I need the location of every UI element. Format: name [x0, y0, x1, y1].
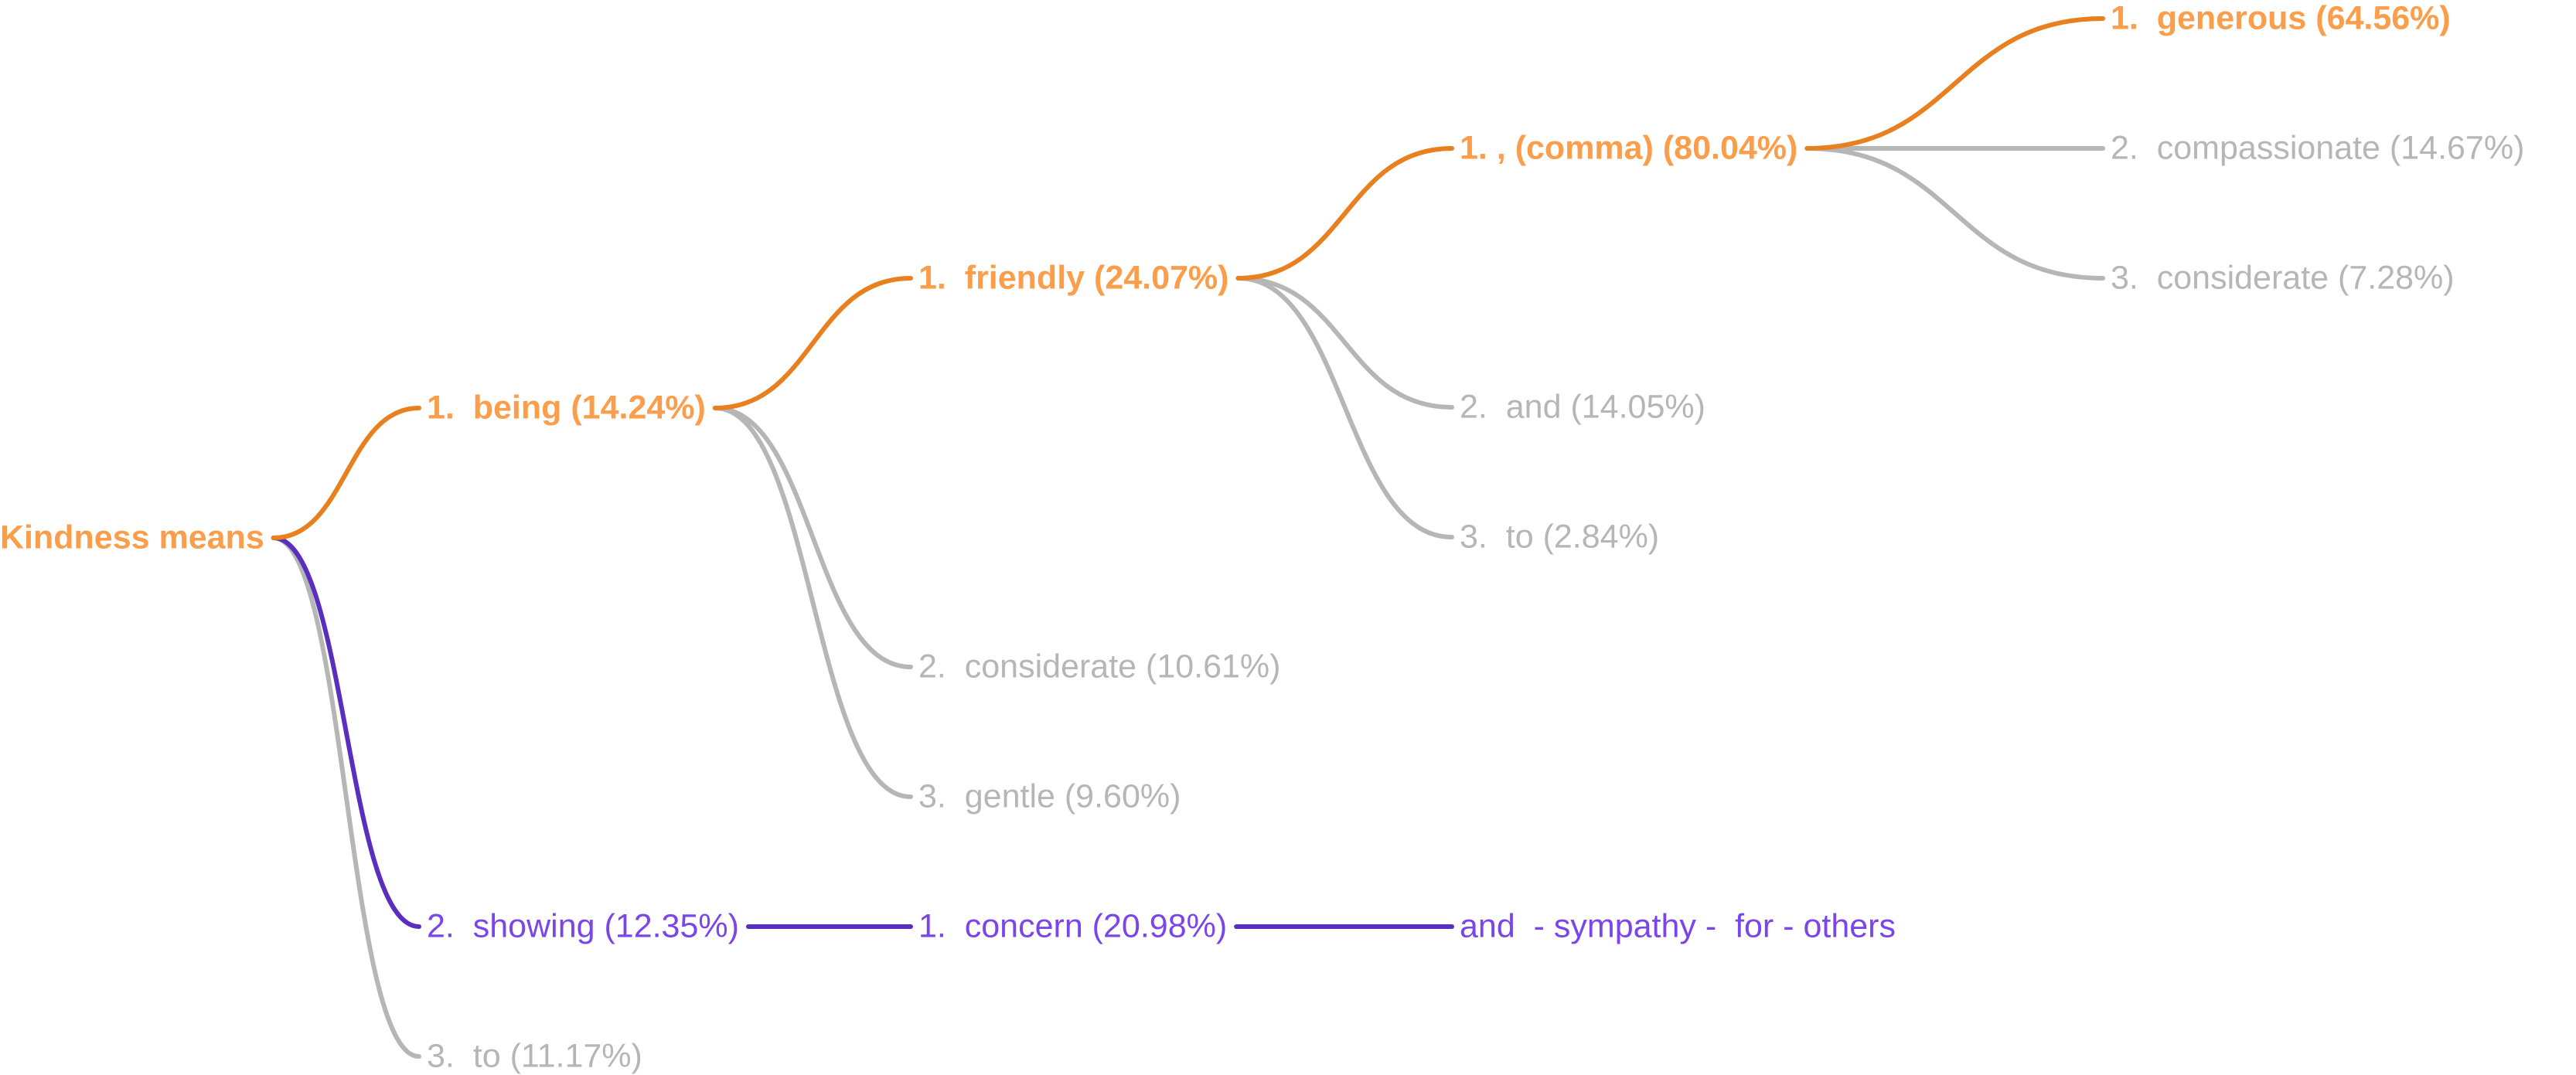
node-generous[interactable]: 1. generous (64.56%): [2111, 0, 2451, 37]
root-prompt[interactable]: Kindness means: [0, 519, 264, 556]
link-friendly-to-to_f: [1235, 276, 1454, 539]
node-being[interactable]: 1. being (14.24%): [427, 389, 706, 427]
link-friendly-to-and: [1235, 276, 1454, 410]
link-comma-to-considerate_c: [1804, 146, 2105, 281]
link-root-to-being: [271, 406, 421, 540]
link-being-to-friendly: [712, 276, 913, 410]
node-continuation: and - sympathy - for - others: [1460, 907, 1896, 945]
link-root-to-showing: [271, 536, 421, 929]
node-and[interactable]: 2. and (14.05%): [1460, 388, 1705, 426]
node-considerate-being[interactable]: 2. considerate (10.61%): [918, 648, 1281, 685]
node-friendly[interactable]: 1. friendly (24.07%): [918, 259, 1229, 297]
link-comma-to-generous: [1804, 16, 2105, 151]
node-comma[interactable]: 1. , (comma) (80.04%): [1460, 129, 1798, 167]
link-friendly-to-comma: [1235, 146, 1454, 281]
node-showing[interactable]: 2. showing (12.35%): [427, 907, 739, 945]
node-considerate-comma[interactable]: 3. considerate (7.28%): [2111, 259, 2455, 297]
node-to-root[interactable]: 3. to (11.17%): [427, 1037, 642, 1075]
link-root-to-to_root: [271, 536, 421, 1059]
node-concern[interactable]: 1. concern (20.98%): [918, 907, 1228, 945]
link-being-to-considerate_b: [712, 406, 913, 669]
node-compassionate[interactable]: 2. compassionate (14.67%): [2111, 129, 2525, 167]
link-being-to-gentle: [712, 406, 913, 799]
node-to-friendly[interactable]: 3. to (2.84%): [1460, 518, 1660, 556]
node-gentle[interactable]: 3. gentle (9.60%): [918, 777, 1181, 815]
